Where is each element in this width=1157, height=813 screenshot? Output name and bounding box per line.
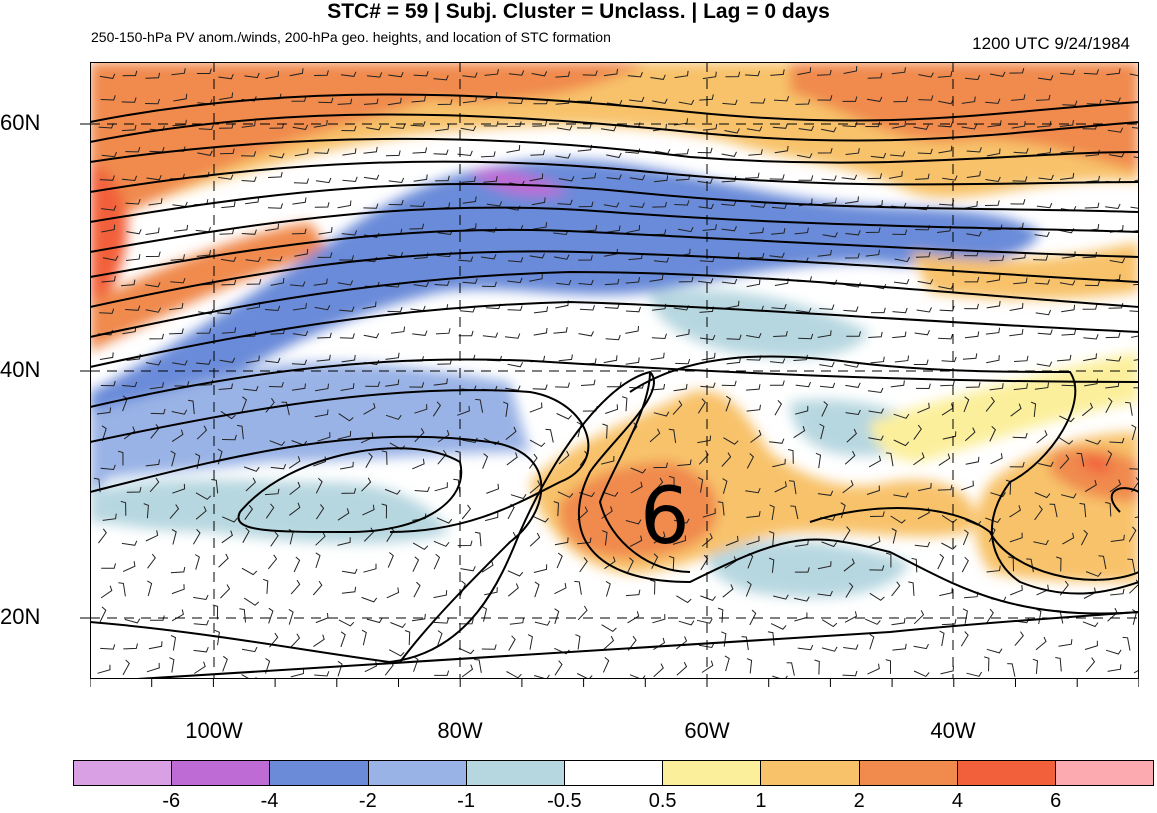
lat-label-40n: 40N xyxy=(0,357,41,382)
colorbar-segment xyxy=(663,761,762,785)
lat-ticks xyxy=(80,123,90,619)
colorbar-segment xyxy=(564,761,664,785)
lon-label-80w: 80W xyxy=(437,718,483,743)
colorbar-segment xyxy=(1055,761,1154,785)
geopotential-height-contours xyxy=(90,93,1139,679)
colorbar xyxy=(73,760,1154,786)
stc-formation-marker: 6 xyxy=(640,472,690,562)
colorbar-label: -0.5 xyxy=(547,790,582,812)
colorbar-segment xyxy=(368,761,467,785)
colorbar-label: 1 xyxy=(755,790,767,812)
colorbar-segment xyxy=(466,761,565,785)
lat-lon-grid xyxy=(90,62,1139,679)
colorbar-segment xyxy=(270,761,369,785)
colorbar-label: -2 xyxy=(358,790,377,812)
colorbar-label: -1 xyxy=(457,790,475,812)
colorbar-label: -4 xyxy=(260,790,279,812)
lon-ticks xyxy=(90,679,1139,687)
colorbar-label: 4 xyxy=(951,790,964,812)
colorbar-segment xyxy=(74,761,173,785)
colorbar-label: 0.5 xyxy=(648,790,677,812)
colorbar-segment xyxy=(172,761,271,785)
lon-label-60w: 60W xyxy=(684,718,730,743)
pv-anomaly-shading xyxy=(90,62,1139,598)
map-subtitle: 250-150-hPa PV anom./winds, 200-hPa geo.… xyxy=(91,29,611,45)
lat-label-60n: 60N xyxy=(0,110,41,135)
lon-label-40w: 40W xyxy=(930,718,976,743)
map-datetime: 1200 UTC 9/24/1984 xyxy=(972,34,1130,53)
colorbar-segment xyxy=(957,761,1056,785)
colorbar-segment xyxy=(859,761,958,785)
colorbar-label: 2 xyxy=(853,790,865,812)
lat-label-20n: 20N xyxy=(0,604,41,629)
colorbar-label: 6 xyxy=(1050,790,1062,812)
pv-anomaly-map xyxy=(90,62,1139,679)
colorbar-segment xyxy=(761,761,860,785)
colorbar-label: -6 xyxy=(162,790,181,812)
map-title: STC# = 59 | Subj. Cluster = Unclass. | L… xyxy=(327,0,830,23)
lon-label-100w: 100W xyxy=(185,718,243,743)
